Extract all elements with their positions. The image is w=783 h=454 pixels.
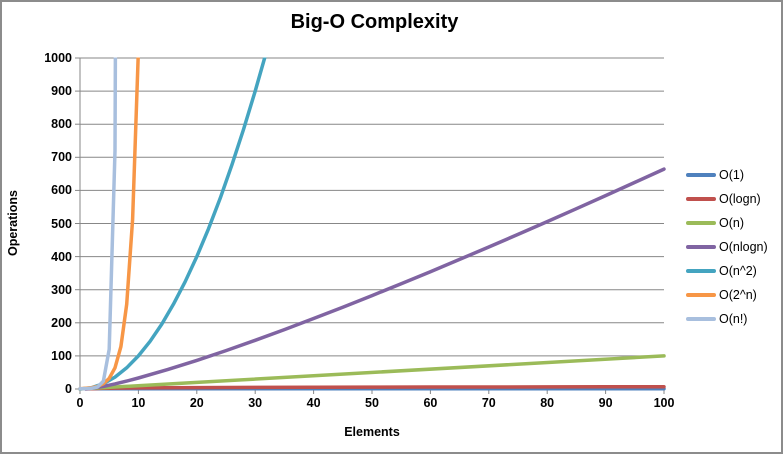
y-tick-label: 700 <box>51 150 72 165</box>
legend-item-o-n-2[interactable]: O(n^2) <box>686 259 768 283</box>
legend-item-o-nlogn[interactable]: O(nlogn) <box>686 235 768 259</box>
legend-label: O(1) <box>719 168 744 182</box>
x-axis-title: Elements <box>344 425 400 439</box>
legend-line-marker <box>686 245 716 249</box>
legend-line-marker <box>686 197 716 201</box>
legend-line-marker <box>686 173 716 177</box>
legend-item-o-n[interactable]: O(n) <box>686 211 768 235</box>
x-tick-label: 30 <box>248 396 263 410</box>
legend-item-o-n[interactable]: O(n!) <box>686 307 768 331</box>
legend-label: O(logn) <box>719 192 761 206</box>
y-tick-label: 900 <box>51 84 72 99</box>
x-tick-label: 100 <box>653 396 675 410</box>
x-tick-label: 70 <box>481 396 496 410</box>
legend-line-marker <box>686 269 716 273</box>
legend-label: O(n) <box>719 216 744 230</box>
y-tick-label: 600 <box>51 183 72 198</box>
legend-line-marker <box>686 221 716 225</box>
x-tick-label: 50 <box>365 396 379 410</box>
y-axis-title: Operations <box>6 190 20 256</box>
legend-line-marker <box>686 293 716 297</box>
y-tick-label: 300 <box>51 282 72 297</box>
x-tick-label: 90 <box>598 396 613 410</box>
y-tick-label: 0 <box>65 382 72 396</box>
series-line-o-n-2 <box>78 57 267 391</box>
legend-line-marker <box>686 317 716 321</box>
x-tick-label: 0 <box>76 396 84 410</box>
y-tick-label: 500 <box>51 216 72 231</box>
chart-title: Big-O Complexity <box>290 11 459 33</box>
legend-label: O(nlogn) <box>719 240 768 254</box>
y-tick-label: 100 <box>51 348 72 363</box>
x-tick-label: 40 <box>306 396 321 410</box>
x-tick-label: 80 <box>540 396 555 410</box>
series-line-o-nlogn <box>84 167 666 391</box>
series-line-o-n <box>78 57 118 391</box>
legend-label: O(n^2) <box>719 264 757 278</box>
legend-item-o-2-n[interactable]: O(2^n) <box>686 283 768 307</box>
legend: O(1) O(logn) O(n) O(nlogn) O(n^2) O(2^n) O(n!) <box>686 163 768 331</box>
y-tick-label: 1000 <box>44 51 72 65</box>
y-tick-label: 200 <box>51 315 72 330</box>
y-tick-label: 800 <box>51 117 72 132</box>
x-tick-label: 60 <box>423 396 438 410</box>
legend-item-o-logn[interactable]: O(logn) <box>686 187 768 211</box>
x-tick-label: 20 <box>189 396 204 410</box>
legend-label: O(n!) <box>719 312 748 326</box>
x-tick-label: 10 <box>131 396 146 410</box>
series-line-o-n <box>78 354 666 391</box>
legend-label: O(2^n) <box>719 288 757 302</box>
y-tick-label: 400 <box>51 249 72 264</box>
legend-item-o-1[interactable]: O(1) <box>686 163 768 187</box>
